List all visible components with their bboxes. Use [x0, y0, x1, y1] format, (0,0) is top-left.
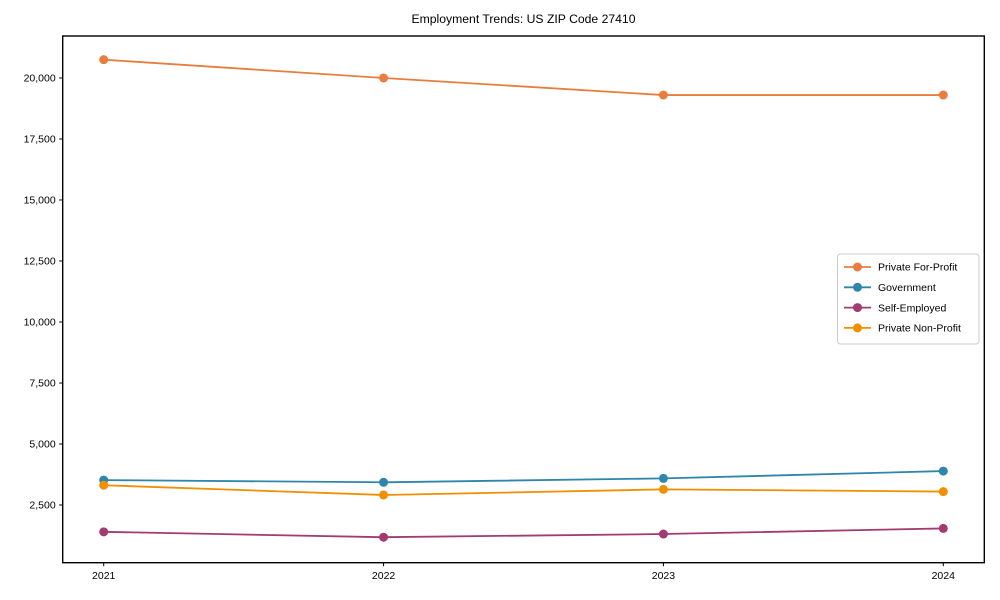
- legend-label-government: Government: [878, 282, 936, 294]
- series-marker-private-for-profit: [379, 73, 389, 83]
- series-line-private-non-profit: [103, 484, 944, 496]
- y-axis-tick-label: 15,000: [24, 195, 56, 207]
- series-marker-self-employed: [938, 523, 948, 533]
- series-marker-private-for-profit: [658, 90, 668, 100]
- y-axis-tick-label: 20,000: [24, 73, 56, 85]
- series-marker-government: [938, 466, 948, 476]
- y-axis-tick-label: 7,500: [29, 378, 55, 390]
- x-axis-tick-label: 2024: [932, 570, 956, 582]
- legend-marker-private-for-profit: [853, 262, 862, 272]
- y-axis-tick-label: 2,500: [29, 500, 55, 512]
- series-marker-self-employed: [379, 532, 389, 542]
- legend-marker-government: [853, 282, 862, 292]
- legend-label-private-for-profit: Private For-Profit: [878, 262, 957, 274]
- series-marker-private-for-profit: [99, 55, 109, 65]
- x-axis-tick-label: 2022: [372, 570, 396, 582]
- legend: Private For-Profit Government Self-Employe…: [837, 253, 980, 345]
- chart-title: Employment Trends: US ZIP Code 27410: [411, 12, 635, 26]
- series-line-government: [103, 470, 944, 484]
- series-marker-self-employed: [658, 529, 668, 539]
- series-marker-private-non-profit: [938, 487, 948, 497]
- series-marker-private-non-profit: [99, 480, 109, 490]
- series-marker-government: [658, 473, 668, 483]
- y-axis-tick-label: 10,000: [24, 317, 56, 329]
- series-marker-government: [379, 477, 389, 487]
- series-line-self-employed: [103, 527, 944, 539]
- x-axis-tick-label: 2023: [652, 570, 676, 582]
- series-marker-self-employed: [99, 527, 109, 537]
- legend-marker-private-non-profit: [853, 323, 862, 333]
- x-axis-tick-label: 2021: [92, 570, 116, 582]
- series-marker-private-non-profit: [658, 484, 668, 494]
- legend-box: [837, 253, 980, 345]
- legend-label-private-non-profit: Private Non-Profit: [878, 323, 961, 335]
- axes-spines: [62, 35, 985, 564]
- plot-area: 2,500 5,000 7,500 10,000 12,500 15,000 17,500 2…: [24, 35, 985, 582]
- series-line-private-for-profit: [103, 58, 944, 96]
- y-axis-tick-label: 12,500: [24, 256, 56, 268]
- y-axis-tick-label: 5,000: [29, 439, 55, 451]
- legend-label-self-employed: Self-Employed: [878, 302, 946, 314]
- series-marker-private-for-profit: [938, 90, 948, 100]
- legend-marker-self-employed: [853, 303, 862, 313]
- y-axis-tick-label: 17,500: [24, 134, 56, 146]
- series-marker-private-non-profit: [379, 490, 389, 500]
